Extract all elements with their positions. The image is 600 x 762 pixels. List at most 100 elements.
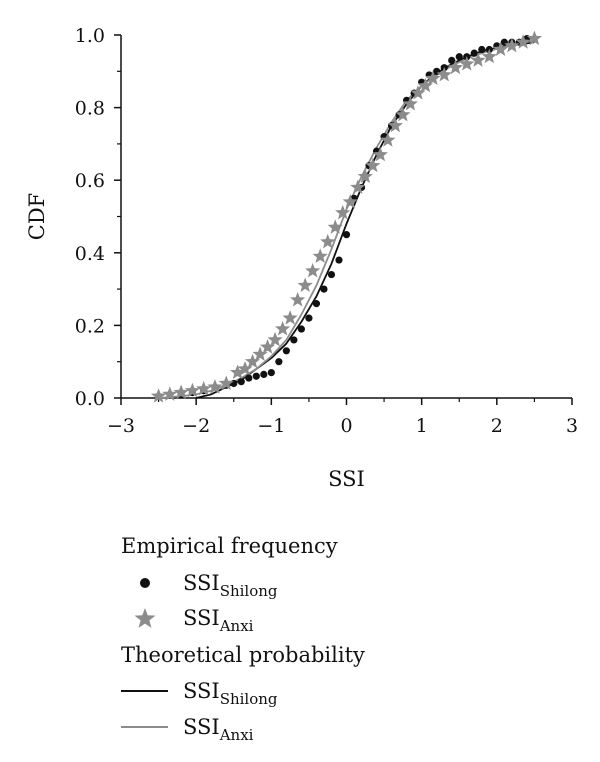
data-point-anxi — [365, 157, 381, 173]
legend-entry-label: SSIShilong — [183, 679, 278, 708]
data-point-anxi — [335, 204, 351, 220]
data-point-shilong — [237, 378, 245, 386]
data-point-shilong — [290, 336, 298, 344]
data-point-shilong — [297, 325, 305, 333]
data-point-anxi — [229, 364, 246, 380]
data-point-anxi — [447, 59, 464, 75]
x-tick-label: 3 — [566, 415, 578, 437]
data-point-anxi — [184, 382, 201, 398]
data-point-anxi — [267, 331, 283, 347]
data-point-shilong — [327, 270, 336, 279]
data-point-shilong — [275, 358, 283, 366]
data-point-anxi — [290, 291, 306, 307]
data-point-anxi — [515, 34, 531, 49]
data-point-anxi — [173, 384, 189, 400]
data-point-anxi — [372, 146, 388, 162]
legend-star-marker — [134, 608, 156, 628]
data-point-anxi — [342, 193, 358, 209]
y-tick-label: 0.2 — [75, 315, 105, 337]
data-point-shilong — [478, 45, 486, 54]
legend-entry-subscript: Shilong — [220, 690, 278, 708]
data-point-shilong — [282, 347, 290, 355]
x-tick-label: −1 — [257, 415, 285, 437]
data-point-anxi — [350, 179, 366, 194]
data-point-shilong — [305, 314, 313, 322]
x-axis-title: SSI — [328, 467, 365, 491]
data-point-anxi — [275, 321, 291, 336]
data-point-anxi — [237, 360, 253, 376]
theoretical-line-ssianxi — [158, 39, 535, 399]
y-tick-label: 1.0 — [75, 25, 105, 47]
data-point-anxi — [357, 168, 373, 184]
data-point-shilong — [455, 53, 463, 61]
legend-entry-base: SSI — [183, 715, 220, 739]
data-point-anxi — [425, 70, 441, 86]
x-tick-label: 2 — [491, 415, 503, 437]
data-point-anxi — [282, 310, 298, 325]
data-point-shilong — [448, 56, 456, 65]
data-point-anxi — [259, 339, 276, 354]
y-tick-label: 0.4 — [75, 243, 105, 265]
data-point-anxi — [312, 248, 328, 263]
legend-entry-label: SSIAnxi — [183, 715, 254, 744]
x-tick-label: 1 — [416, 415, 428, 437]
legend-entry-subscript: Anxi — [219, 726, 254, 744]
data-point-shilong — [320, 285, 328, 293]
legend: Empirical frequencySSIShilongSSIAnxiTheo… — [121, 534, 365, 744]
plot-area: −3 −2 −1 0 1 2 3 0.0 0.2 0.4 0.6 0.8 1.0 — [75, 25, 578, 437]
data-point-anxi — [410, 85, 426, 100]
theoretical-line-ssishilong — [195, 41, 535, 399]
legend-entry-base: SSI — [183, 606, 220, 630]
y-tick-label: 0.0 — [75, 388, 105, 410]
empirical-points — [150, 30, 543, 403]
legend-group-title: Theoretical probability — [121, 643, 365, 667]
data-point-anxi — [402, 95, 418, 111]
legend-entry-subscript: Shilong — [220, 582, 278, 600]
data-point-anxi — [162, 386, 178, 401]
theoretical-lines — [158, 39, 535, 399]
data-point-shilong — [245, 374, 253, 382]
data-point-anxi — [417, 77, 434, 93]
x-tick-label: 0 — [340, 415, 352, 437]
data-point-anxi — [459, 56, 475, 71]
data-point-anxi — [481, 48, 497, 64]
data-point-shilong — [267, 368, 275, 377]
data-point-shilong — [260, 370, 268, 379]
data-point-anxi — [504, 37, 520, 53]
legend-entry-base: SSI — [183, 679, 220, 703]
data-point-anxi — [150, 388, 167, 403]
data-point-anxi — [492, 41, 509, 56]
data-point-anxi — [207, 379, 223, 394]
x-tick-label: −2 — [182, 415, 210, 437]
data-point-shilong — [252, 372, 260, 380]
legend-entry-base: SSI — [183, 571, 220, 595]
legend-entry-subscript: Anxi — [219, 617, 254, 635]
legend-group-title: Empirical frequency — [121, 534, 338, 558]
data-point-shilong — [335, 256, 343, 264]
y-tick-label: 0.6 — [75, 170, 105, 192]
data-point-anxi — [320, 233, 336, 249]
data-point-anxi — [395, 106, 411, 122]
data-point-shilong — [470, 49, 478, 57]
data-point-anxi — [218, 375, 234, 390]
y-tick-label: 0.8 — [75, 98, 105, 120]
y-axis-title: CDF — [25, 193, 49, 240]
data-point-anxi — [244, 353, 261, 369]
legend-entry-label: SSIAnxi — [183, 606, 254, 635]
data-point-anxi — [470, 52, 486, 67]
data-point-anxi — [380, 132, 396, 147]
data-point-shilong — [342, 231, 351, 239]
x-tick-label: −3 — [107, 415, 135, 437]
data-point-anxi — [327, 219, 343, 234]
data-point-anxi — [297, 277, 313, 292]
legend-entry-label: SSIShilong — [183, 571, 278, 600]
data-point-anxi — [436, 66, 452, 82]
data-point-anxi — [526, 30, 543, 46]
y-ticks: 0.0 0.2 0.4 0.6 0.8 1.0 — [75, 25, 121, 410]
data-point-anxi — [305, 262, 321, 278]
legend-dot-marker — [140, 578, 150, 588]
data-point-anxi — [252, 346, 268, 361]
data-point-anxi — [196, 380, 212, 396]
data-point-anxi — [387, 117, 403, 133]
